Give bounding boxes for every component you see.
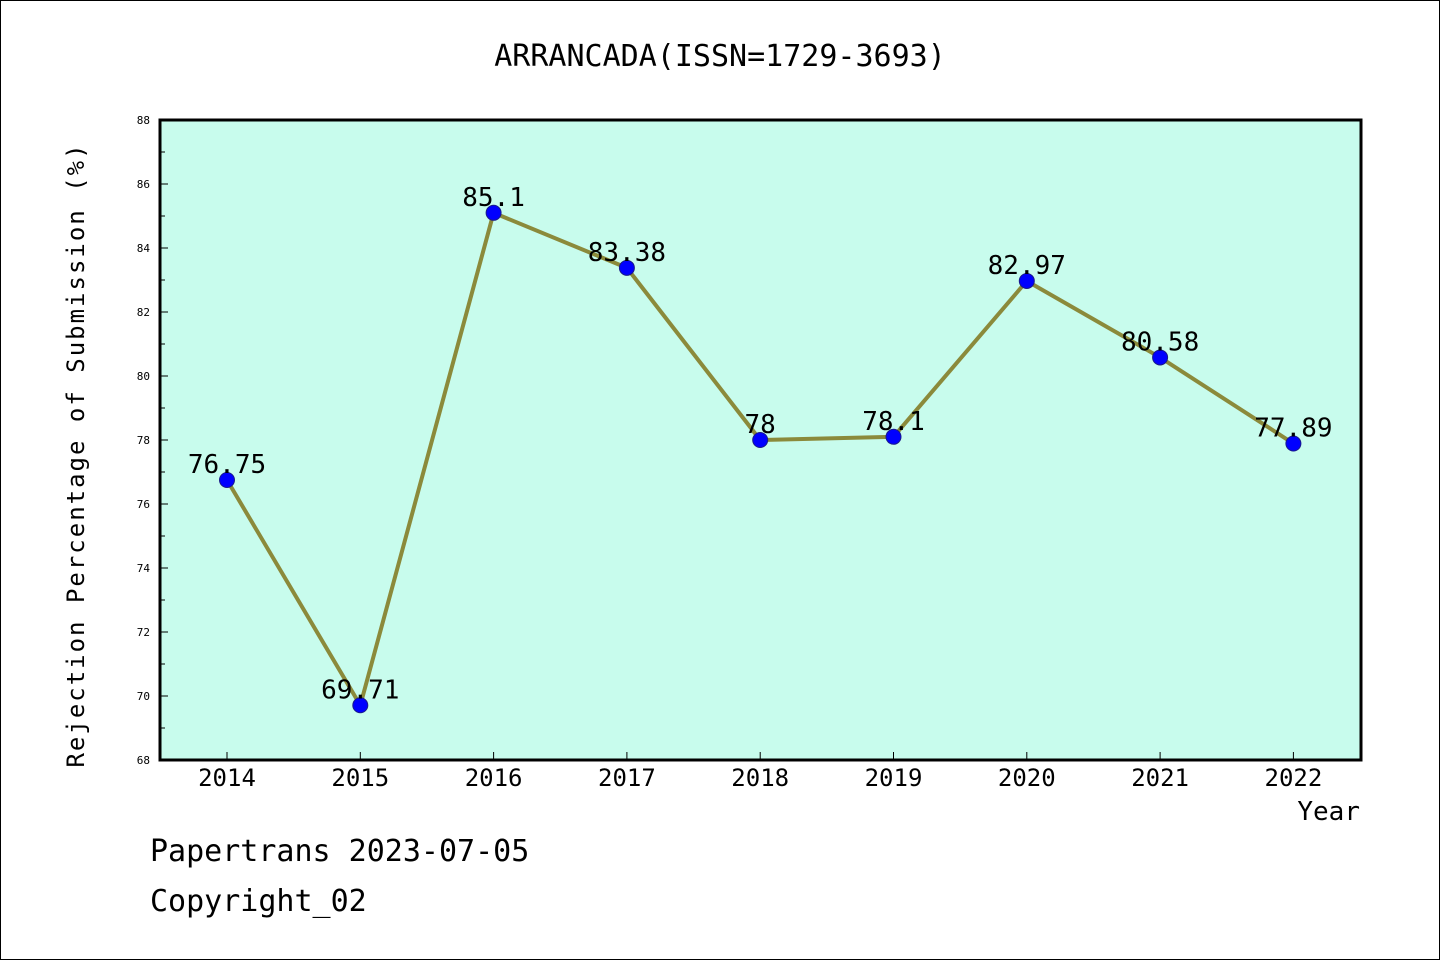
x-tick-label: 2021	[1131, 764, 1189, 792]
data-point	[1152, 349, 1169, 366]
x-tick-label: 2014	[198, 764, 256, 792]
data-point	[485, 204, 502, 221]
y-tick-label: 76	[137, 498, 150, 511]
series-layer	[219, 204, 1302, 714]
y-tick-label: 70	[137, 690, 150, 703]
data-label: 83.38	[588, 238, 666, 268]
x-axis: 2014 2015 2016 2017 2018 2019 2020 2021 2022	[198, 752, 1322, 792]
y-tick-label: 82	[137, 306, 150, 319]
y-tick-label: 80	[137, 370, 150, 383]
x-tick-label: 2022	[1265, 764, 1323, 792]
data-point	[219, 472, 235, 488]
x-tick-label: 2016	[465, 764, 523, 792]
x-tick-label: 2015	[331, 764, 389, 792]
data-label: 78.1	[862, 407, 925, 437]
chart-title: ARRANCADA(ISSN=1729-3693)	[494, 39, 946, 74]
x-tick-label: 2017	[598, 764, 656, 792]
x-tick-label: 2020	[998, 764, 1056, 792]
y-axis-label: Rejection Percentage of Submission (%)	[62, 142, 90, 767]
data-point	[752, 432, 769, 448]
data-label: 80.58	[1121, 327, 1199, 357]
x-tick-label: 2019	[865, 764, 923, 792]
data-point	[618, 259, 635, 276]
data-label: 78	[745, 410, 776, 440]
plot-border	[158, 118, 1363, 762]
data-point	[1018, 272, 1035, 289]
data-label: 69.71	[321, 675, 399, 705]
y-axis: 68 70 72 74 76 78 80 82 84 86 88	[137, 114, 168, 767]
data-label: 77.89	[1254, 414, 1332, 444]
data-point	[1285, 435, 1302, 452]
y-tick-label: 84	[137, 242, 151, 255]
data-label: 82.97	[988, 251, 1066, 281]
data-labels: 76.75 69.71 85.1 83.38 78 78.1 82.97 80.58 77.89	[188, 183, 1333, 705]
y-tick-label: 72	[137, 626, 150, 639]
y-tick-label: 68	[137, 754, 150, 767]
x-axis-label: Year	[1297, 797, 1360, 827]
y-tick-label: 74	[137, 562, 151, 575]
data-point	[352, 697, 369, 714]
x-tick-label: 2018	[731, 764, 789, 792]
y-tick-label: 88	[137, 114, 150, 127]
footer-watermark-line: Papertrans 2023-07-05	[150, 834, 530, 869]
data-label: 76.75	[188, 450, 266, 480]
data-label: 85.1	[462, 183, 525, 213]
y-tick-label: 78	[137, 434, 150, 447]
footer-copyright-line: Copyright_02	[150, 884, 367, 919]
data-point	[885, 428, 902, 445]
y-tick-label: 86	[137, 178, 150, 191]
